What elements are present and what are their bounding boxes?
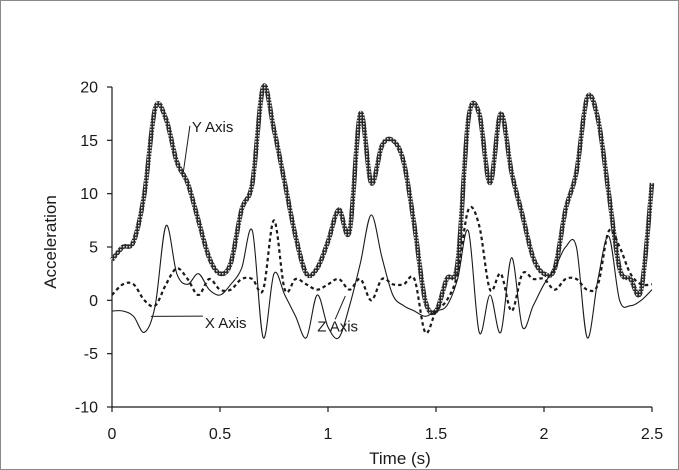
series-lines xyxy=(110,83,655,340)
x-tick-label: 2.5 xyxy=(641,426,663,443)
annotation-leader-z-axis xyxy=(334,295,346,320)
annotation-label-y-axis: Y Axis xyxy=(192,119,233,136)
x-tick-label: 2 xyxy=(540,426,549,443)
x-tick-label: 1 xyxy=(324,426,333,443)
axes: -10 -5 0 5 10 15 20 0 0.5 1 1.5 2 2.5 xyxy=(75,80,663,444)
annotations: Y Axis X Axis Z Axis xyxy=(150,119,358,335)
x-tick-label: 1.5 xyxy=(425,426,447,443)
y-tick-label: 10 xyxy=(80,186,98,203)
annotation-label-z-axis: Z Axis xyxy=(317,318,358,335)
x-tick-label: 0.5 xyxy=(209,426,231,443)
annotation-label-x-axis: X Axis xyxy=(205,315,247,332)
y-tick-label: 20 xyxy=(80,80,98,97)
series-line-x-axis xyxy=(111,214,653,340)
series-line-y-axis xyxy=(110,83,655,316)
series-line-z-axis xyxy=(111,205,653,335)
x-axis-title: Time (s) xyxy=(369,449,431,468)
x-tick-label: 0 xyxy=(108,426,117,443)
y-tick-label: 15 xyxy=(80,133,98,150)
y-tick-label: 5 xyxy=(89,240,98,257)
y-tick-label: 0 xyxy=(89,293,98,310)
y-axis-title: Acceleration xyxy=(41,195,60,289)
y-tick-label: -5 xyxy=(84,346,98,363)
annotation-leader-y-axis xyxy=(182,125,191,173)
y-tick-label: -10 xyxy=(75,400,98,417)
